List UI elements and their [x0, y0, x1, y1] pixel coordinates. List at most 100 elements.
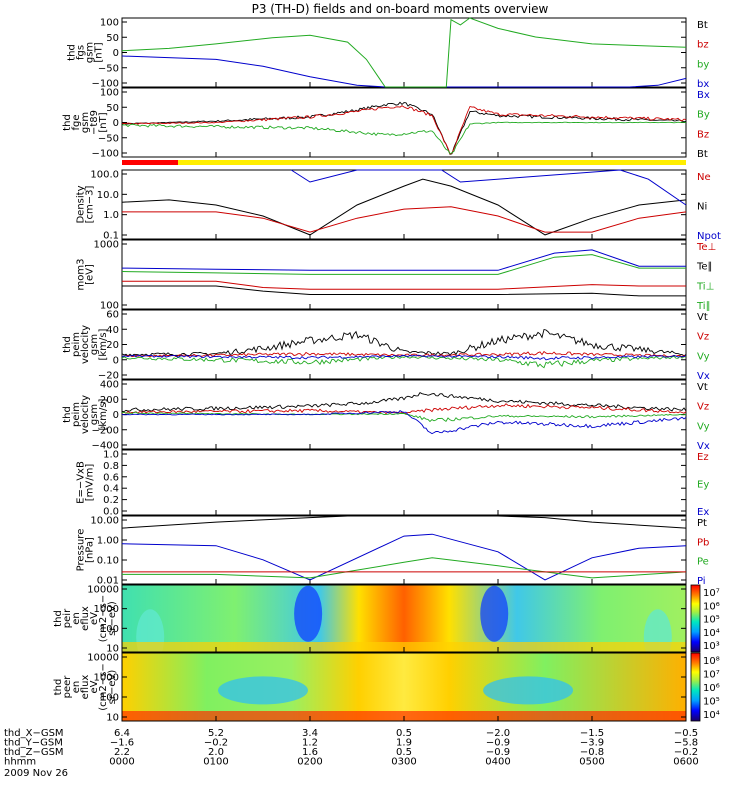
ephemeris-value: 0400 [485, 757, 510, 768]
efield-ylabel: E=−VxB [76, 461, 87, 504]
pressure-legend-Pe: Pe [697, 557, 709, 568]
vele-legend-Vz: Vz [697, 332, 709, 343]
panel-pressure: 10.00 1.00 0.10 0.01 Pressure[nPa] Pt Pb Pe Pi [76, 515, 709, 587]
ele_spec-heatmap [122, 653, 686, 721]
ion_spec-ytick-label: 10 [106, 644, 119, 655]
vele-series-Vy [121, 355, 687, 369]
ephemeris-value: 1.6 [302, 747, 318, 758]
fgs-ytick-label: 50 [106, 33, 119, 44]
vele-legend-Vt: Vt [697, 312, 708, 323]
vele-series-Vx [121, 354, 687, 361]
vele-ylabel: gsm [89, 334, 100, 355]
veli-ytick-label: 200 [100, 395, 119, 406]
fge-ylabel: −t89 [89, 110, 100, 135]
vele-ylabel: [km/s] [98, 328, 109, 360]
veli-legend-Vx: Vx [697, 441, 710, 452]
ephemeris-date: 2009 Nov 26 [4, 768, 68, 779]
veli-ylabel: velocity [80, 395, 91, 434]
mode-bar-slow [178, 160, 686, 165]
efield-ytick-label: 1.0 [103, 450, 119, 461]
ephemeris-value: −2.0 [486, 728, 510, 739]
fgs-ylabel: fgs [76, 45, 87, 60]
fgs-legend-bx: bx [697, 79, 709, 90]
ephemeris-value: −0.2 [674, 747, 698, 758]
ion_spec-ytick-label: 1000 [94, 604, 119, 615]
vele-ytick-label: 40 [106, 325, 119, 336]
ion_spec-heatmap [122, 585, 686, 652]
ephemeris-label: hhmm [4, 757, 36, 768]
veli-legend-Vt: Vt [697, 382, 708, 393]
ele_spec-colorbar-label: 10⁶ [703, 683, 720, 694]
temp-legend-Ti⊥: Ti⊥ [696, 281, 714, 292]
ephemeris-value: 5.2 [208, 728, 224, 739]
ele_spec-ylabel: (cm2−s− [98, 663, 109, 710]
pressure-legend-Pt: Pt [697, 518, 707, 529]
veli-legend-Vy: Vy [697, 421, 710, 432]
vele-ylabel: velocity [80, 325, 91, 364]
fge-ylabel: [nT] [98, 112, 109, 132]
temp-ylabel: mom3 [76, 259, 87, 291]
pressure-ytick-label: 0.10 [97, 556, 119, 567]
temp-ytick-label: 1000 [94, 240, 119, 251]
temp-series-Te∥ [122, 285, 686, 297]
vele-ytick-label: 0 [113, 355, 119, 366]
ion_spec-colorbar [690, 584, 701, 653]
temp-ylabel: [eV] [85, 264, 96, 285]
veli-ylabel: [km/s] [98, 398, 109, 430]
pressure-frame [121, 515, 687, 585]
veli-ytick-label: 400 [100, 380, 119, 391]
fge-ytick-label: 0 [113, 118, 119, 129]
panels-group: 100500−50−100thdfgsgsm[nT]Btbzbybx100500… [53, 17, 721, 724]
veli-series-Vx [121, 410, 687, 435]
density-ytick-label: 0.1 [103, 231, 119, 242]
ele_spec-ylabel: peer [62, 675, 73, 699]
ele_spec-region-0 [218, 676, 308, 705]
pressure-ylabel: Pressure [76, 529, 87, 572]
ephemeris-value: −1.5 [580, 728, 604, 739]
fge-series-By [121, 121, 687, 155]
vele-ytick-label: 60 [106, 310, 119, 321]
ion_spec-ylabel: peir [62, 608, 73, 628]
ele_spec-colorbar-label: 10⁵ [703, 697, 720, 708]
veli-series-Vt [121, 392, 687, 413]
ephemeris-value: 0100 [203, 757, 228, 768]
temp-series-Ti⊥ [121, 254, 686, 275]
ele_spec-ylabel: thd [53, 679, 64, 696]
ephemeris-value: 1.9 [396, 738, 412, 749]
vele-ylabel: peim [71, 332, 82, 357]
temp-series-Te⊥ [122, 280, 686, 290]
ephemeris-value: −3.9 [580, 738, 604, 749]
fge-ylabel: thd [62, 114, 73, 131]
ephemeris-value: 0200 [297, 757, 322, 768]
vele-frame [121, 309, 687, 380]
vele-ytick-label: −20 [98, 371, 119, 382]
efield-legend-Ey: Ey [697, 480, 709, 491]
fge-legend-Bx: Bx [697, 90, 710, 101]
density-frame [121, 169, 687, 240]
veli-ylabel: thd [62, 406, 73, 423]
density-ytick-label: 1.0 [103, 210, 119, 221]
temp-ytick-label: 100 [100, 301, 119, 312]
fge-ytick-label: 50 [106, 103, 119, 114]
ephemeris-label: thd_Z−GSM [4, 747, 64, 758]
density-series-Npot [290, 169, 687, 206]
ephemeris-value: −0.5 [674, 728, 698, 739]
veli-ylabel: gsm [89, 404, 100, 425]
ion_spec-colorbar-label: 10⁴ [703, 628, 720, 639]
veli-legend-Vz: Vz [697, 402, 709, 413]
ephemeris-value: 3.4 [302, 728, 318, 739]
ion_spec-region-1 [480, 585, 509, 642]
ephemeris-value: 0.5 [396, 728, 412, 739]
temp-legend-Te⊥: Te⊥ [696, 242, 716, 253]
panel-density: 100.0 10.0 1.0 0.1 Density[cm−3] Ne Ni Npot [76, 169, 721, 242]
temp-legend-Ti∥: Ti∥ [696, 301, 711, 312]
ele_spec-ytick-label: 100 [100, 693, 119, 704]
ephemeris-value: −1.6 [110, 738, 134, 749]
ele_spec-colorbar [690, 652, 701, 722]
efield-ytick-label: 0.6 [103, 472, 119, 483]
fgs-legend-Bt: Bt [697, 20, 708, 31]
fgs-legend-by: by [697, 59, 709, 70]
pressure-legend-Pb: Pb [697, 537, 709, 548]
fge-legend-Bt: Bt [697, 149, 708, 160]
